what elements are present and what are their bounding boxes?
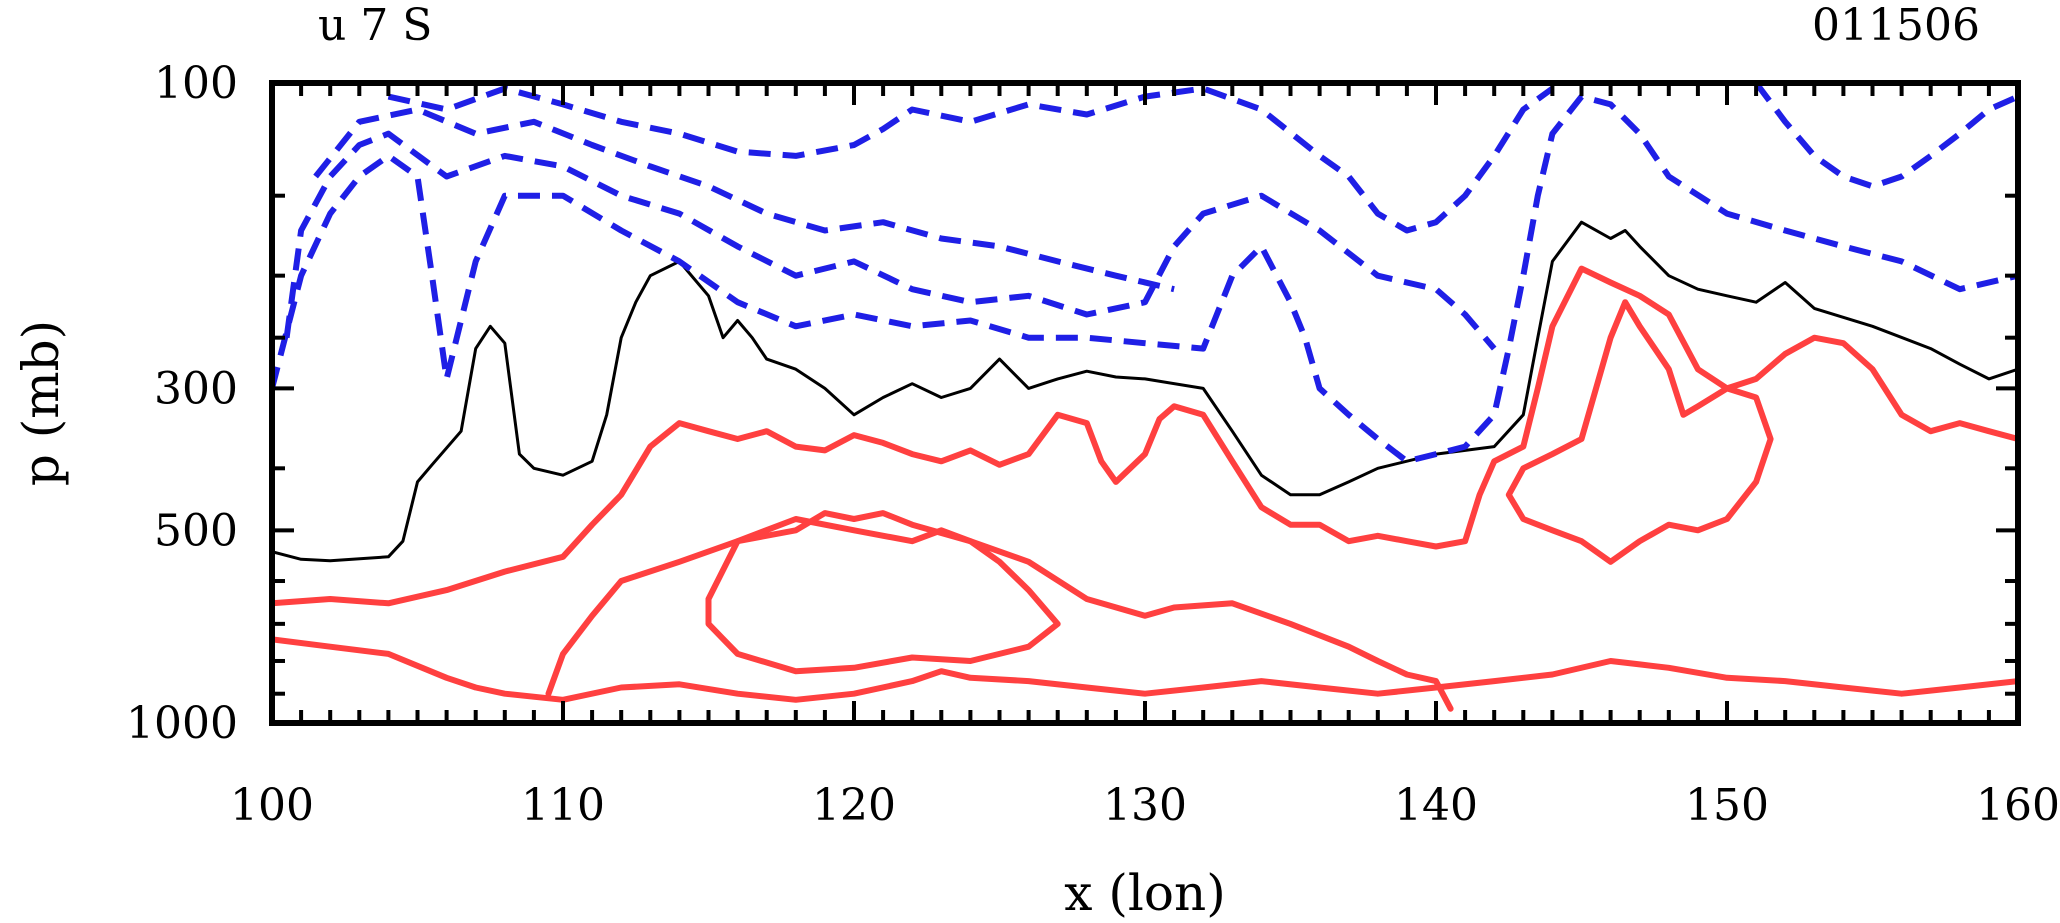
y-tick-label: 100 — [154, 58, 238, 109]
contour-neg-inner — [313, 106, 1175, 293]
x-tick-label: 160 — [1976, 780, 2060, 831]
contour-pos-right-blob — [1505, 299, 1774, 565]
y-tick-label: 500 — [154, 505, 238, 556]
chart-title-right: 011506 — [1812, 0, 1980, 51]
contour-neg-right-top — [1753, 83, 2018, 190]
contour-layer — [272, 83, 2018, 712]
contour-neg-outer — [272, 93, 2018, 465]
contour-pos-inner-blob — [705, 516, 1061, 675]
x-tick-label: 100 — [230, 780, 314, 831]
contour-zero-contour — [272, 220, 2018, 563]
x-tick-labels: 100 110 120 130 140 150 160 — [230, 780, 2060, 831]
tick-layer — [270, 81, 2020, 725]
contour-neg-top — [387, 85, 1555, 234]
x-tick-label: 140 — [1394, 780, 1478, 831]
y-axis-title: p (mb) — [12, 320, 70, 486]
y-tick-label: 1000 — [126, 698, 238, 749]
contour-neg-mid — [283, 130, 1497, 351]
x-tick-label: 130 — [1103, 780, 1187, 831]
x-tick-label: 110 — [521, 780, 605, 831]
y-tick-label: 300 — [154, 363, 238, 414]
x-tick-label: 120 — [812, 780, 896, 831]
x-tick-label: 150 — [1685, 780, 1769, 831]
chart-title-left: u 7 S — [318, 0, 432, 51]
contour-pos-upper — [272, 265, 2018, 607]
y-tick-labels: 100 300 500 1000 — [126, 58, 238, 749]
x-axis-title: x (lon) — [1064, 864, 1225, 922]
contour-pos-lower — [272, 636, 2018, 703]
